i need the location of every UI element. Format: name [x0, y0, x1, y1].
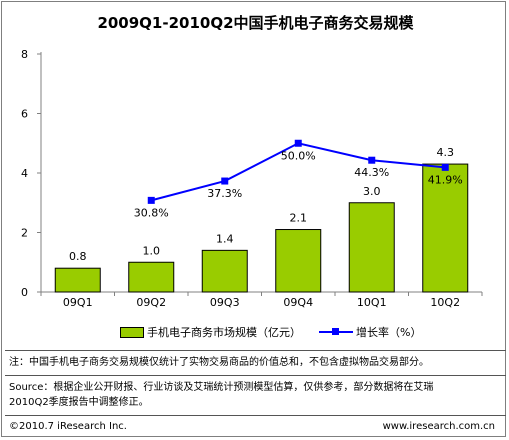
- bar-value-label: 2.1: [290, 212, 308, 225]
- legend-item-market-size: 手机电子商务市场规模（亿元）: [120, 324, 301, 340]
- x-tick-label: 10Q1: [357, 296, 387, 309]
- x-tick-label: 09Q2: [136, 296, 166, 309]
- y-tick-label: 4: [21, 167, 28, 180]
- growth-marker: [221, 177, 229, 185]
- bar: [54, 267, 101, 293]
- bar: [422, 163, 469, 293]
- y-tick-label: 2: [21, 227, 28, 240]
- bar: [348, 202, 395, 293]
- growth-marker: [368, 156, 376, 164]
- divider-top: [5, 350, 506, 351]
- growth-value-label: 41.9%: [428, 173, 463, 186]
- legend-item-growth-rate: 增长率（%）: [319, 324, 421, 340]
- divider-middle: [5, 375, 506, 376]
- bar-value-label: 0.8: [69, 250, 87, 263]
- legend: 手机电子商务市场规模（亿元） 增长率（%）: [2, 320, 509, 340]
- bar: [128, 261, 175, 293]
- growth-marker: [147, 196, 155, 204]
- legend-bar-swatch: [120, 326, 144, 338]
- y-tick-label: 8: [21, 48, 28, 61]
- growth-value-label: 37.3%: [207, 187, 242, 200]
- legend-line-swatch: [319, 327, 353, 337]
- divider-bottom: [5, 415, 506, 416]
- legend-line-label: 增长率（%）: [356, 326, 422, 339]
- footer-website: www.iresearch.com.cn: [382, 421, 495, 432]
- x-tick-label: 09Q3: [210, 296, 240, 309]
- chart-title: 2009Q1-2010Q2中国手机电子商务交易规模: [97, 14, 414, 32]
- bar: [201, 249, 248, 293]
- legend-bar-label: 手机电子商务市场规模（亿元）: [147, 326, 301, 339]
- bar-value-label: 1.4: [216, 232, 234, 245]
- source-line-1: Source：根据企业公开财报、行业访谈及艾瑞统计预测模型估算，仅供参考，部分数…: [9, 382, 434, 393]
- bar: [275, 229, 322, 293]
- source-line-2: 2010Q2季度报告中调整修正。: [9, 397, 149, 408]
- bar-value-label: 4.3: [437, 146, 455, 159]
- x-tick-label: 09Q1: [63, 296, 93, 309]
- y-tick-label: 0: [21, 286, 28, 299]
- footer-copyright: ©2010.7 iResearch Inc.: [9, 421, 127, 432]
- bar-value-label: 1.0: [143, 244, 161, 257]
- x-tick-label: 09Q4: [283, 296, 313, 309]
- bar-value-label: 3.0: [363, 185, 381, 198]
- y-tick-label: 6: [21, 108, 28, 121]
- growth-value-label: 50.0%: [281, 149, 316, 162]
- growth-value-label: 30.8%: [134, 206, 169, 219]
- growth-marker: [441, 163, 449, 171]
- x-tick-label: 10Q2: [430, 296, 460, 309]
- chart-svg: 0 2 4 6 8 0.8 09Q1 1.0 09Q2 1.4 09Q3 2.1 09Q4 3.0 10Q1…: [21, 48, 483, 309]
- chart-note: 注：中国手机电子商务交易规模仅统计了实物交易商品的价值总和，不包含虚拟物品交易部…: [9, 357, 429, 368]
- growth-value-label: 44.3%: [354, 166, 389, 179]
- growth-marker: [294, 139, 302, 147]
